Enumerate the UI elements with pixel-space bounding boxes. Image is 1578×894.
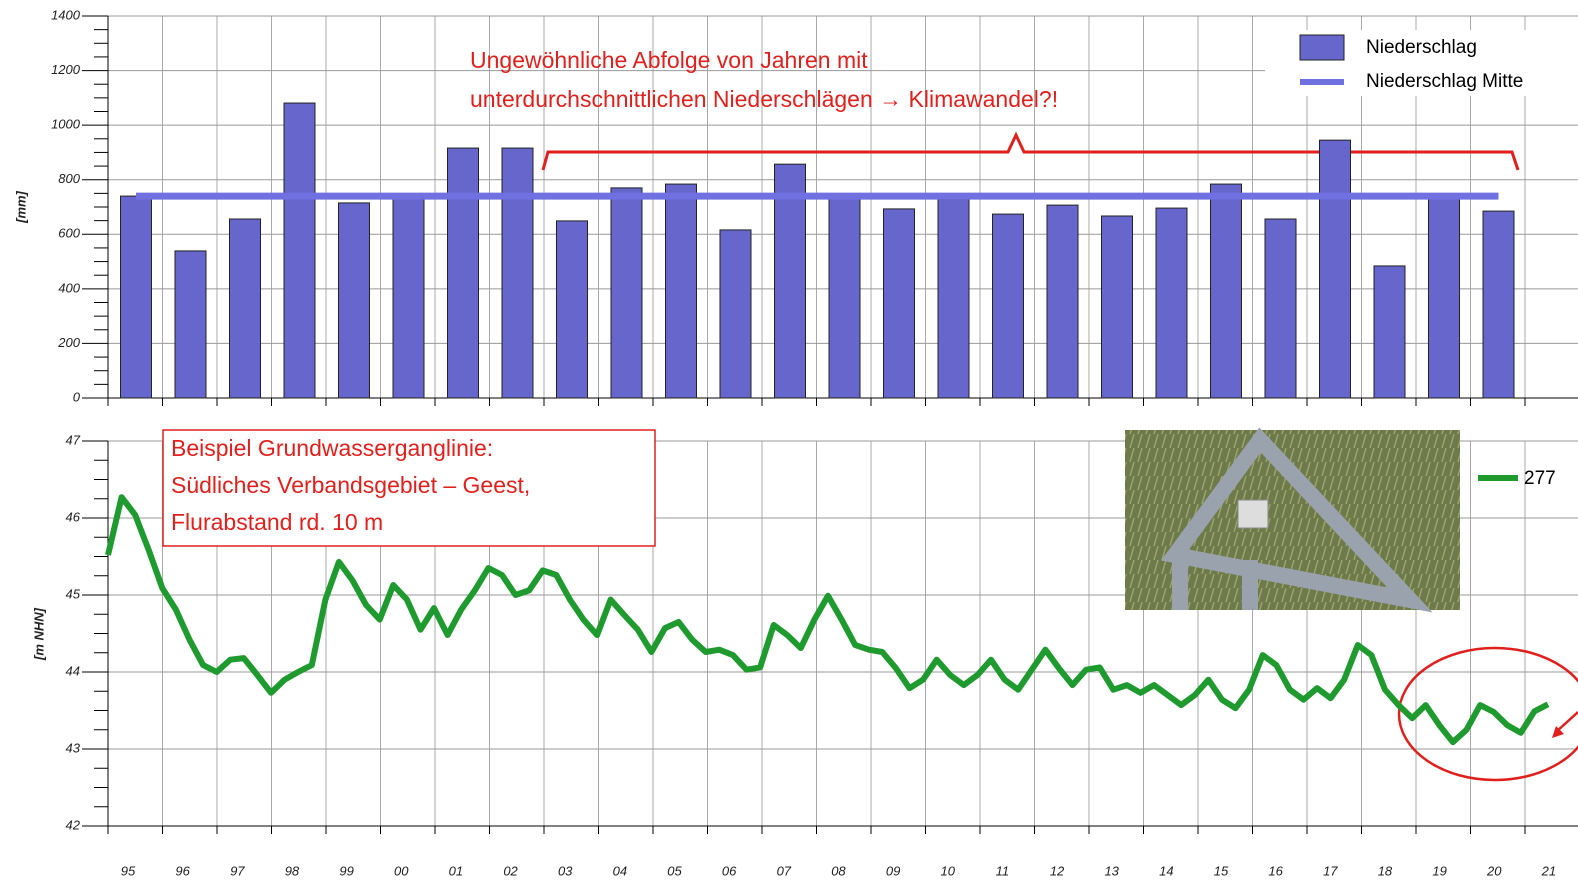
x-tick-label: 16 [1268,863,1283,878]
y-tick-label: 42 [66,817,81,832]
y-tick-label: 44 [66,663,80,678]
x-tick-label: 17 [1323,863,1338,878]
photo [1125,427,1460,613]
y-tick-label: 600 [58,226,80,241]
bar [392,195,425,399]
y-axis-label: [m NHN] [31,607,46,661]
bar [1264,218,1297,399]
x-tick-label: 96 [175,863,190,878]
x-tick-label: 14 [1159,863,1173,878]
annotation: Südliches Verbandsgebiet – Geest, [171,472,530,498]
bar [1319,139,1351,399]
bar [1482,210,1515,399]
y-tick-label: 0 [73,389,81,404]
x-tick-label: 07 [777,863,792,878]
y-tick-label: 400 [58,280,80,295]
x-tick-label: 11 [996,863,1010,878]
bar [719,229,752,399]
x-tick-label: 06 [722,863,737,878]
y-tick-label: 200 [57,335,80,350]
annotation: Ungewöhnliche Abfolge von Jahren mit [470,47,868,73]
arrow-head [1552,726,1564,738]
bar [283,102,316,399]
bar [1428,195,1460,399]
y-tick-label: 1000 [51,117,81,132]
y-tick-label: 1200 [51,62,81,77]
x-tick-label: 05 [667,863,682,878]
legend-label: Niederschlag Mitte [1366,71,1523,92]
bar [665,183,697,399]
annotation-box [162,429,656,547]
line [105,494,1550,746]
x-tick-label: 02 [503,863,518,878]
y-tick-label: 46 [66,509,81,524]
bar [229,218,261,399]
bar [937,198,970,399]
annotation: Flurabstand rd. 10 m [171,509,383,535]
bar [1155,207,1188,399]
legend-label: Niederschlag [1366,37,1477,58]
bar [447,147,479,399]
annotation: Beispiel Grundwasserganglinie: [171,435,493,461]
x-tick-label: 99 [339,863,353,878]
annotation: unterdurchschnittlichen Niederschlägen →… [470,86,1058,112]
bar [610,187,643,399]
bar [828,195,861,399]
bar [501,147,534,399]
x-tick-label: 01 [449,863,463,878]
bar [338,202,370,399]
x-tick-label: 95 [121,863,136,878]
legend-swatch [1299,34,1345,61]
bar [774,163,806,399]
arrow [1555,711,1578,733]
bar [1373,265,1406,399]
brace [541,131,1520,171]
x-tick-label: 15 [1214,863,1229,878]
x-tick-label: 09 [886,863,900,878]
bar [1210,183,1242,399]
circle [1397,646,1578,782]
bar [120,195,152,399]
bar [992,213,1024,399]
y-tick-label: 800 [58,171,80,186]
legend-label: 277 [1524,468,1556,489]
x-tick-label: 00 [394,863,409,878]
y-tick-label: 1400 [51,7,81,22]
x-tick-label: 04 [613,863,627,878]
y-tick-label: 45 [66,586,81,601]
y-tick-label: 43 [66,740,81,755]
x-tick-label: 12 [1050,863,1065,878]
x-tick-label: 97 [230,863,245,878]
y-axis-label: [mm] [13,190,28,223]
x-tick-label: 18 [1378,863,1393,878]
x-tick-label: 98 [285,863,300,878]
bar [556,220,588,399]
y-tick-label: 47 [66,432,81,447]
bar [1101,215,1133,399]
x-tick-label: 20 [1486,863,1502,878]
x-tick-label: 08 [831,863,846,878]
x-tick-label: 03 [558,863,573,878]
x-tick-label: 13 [1104,863,1119,878]
bar [174,250,207,399]
bar [883,208,915,399]
x-tick-label: 10 [941,863,956,878]
x-tick-label: 19 [1432,863,1446,878]
x-tick-label: 21 [1541,863,1556,878]
bar [1046,204,1079,399]
